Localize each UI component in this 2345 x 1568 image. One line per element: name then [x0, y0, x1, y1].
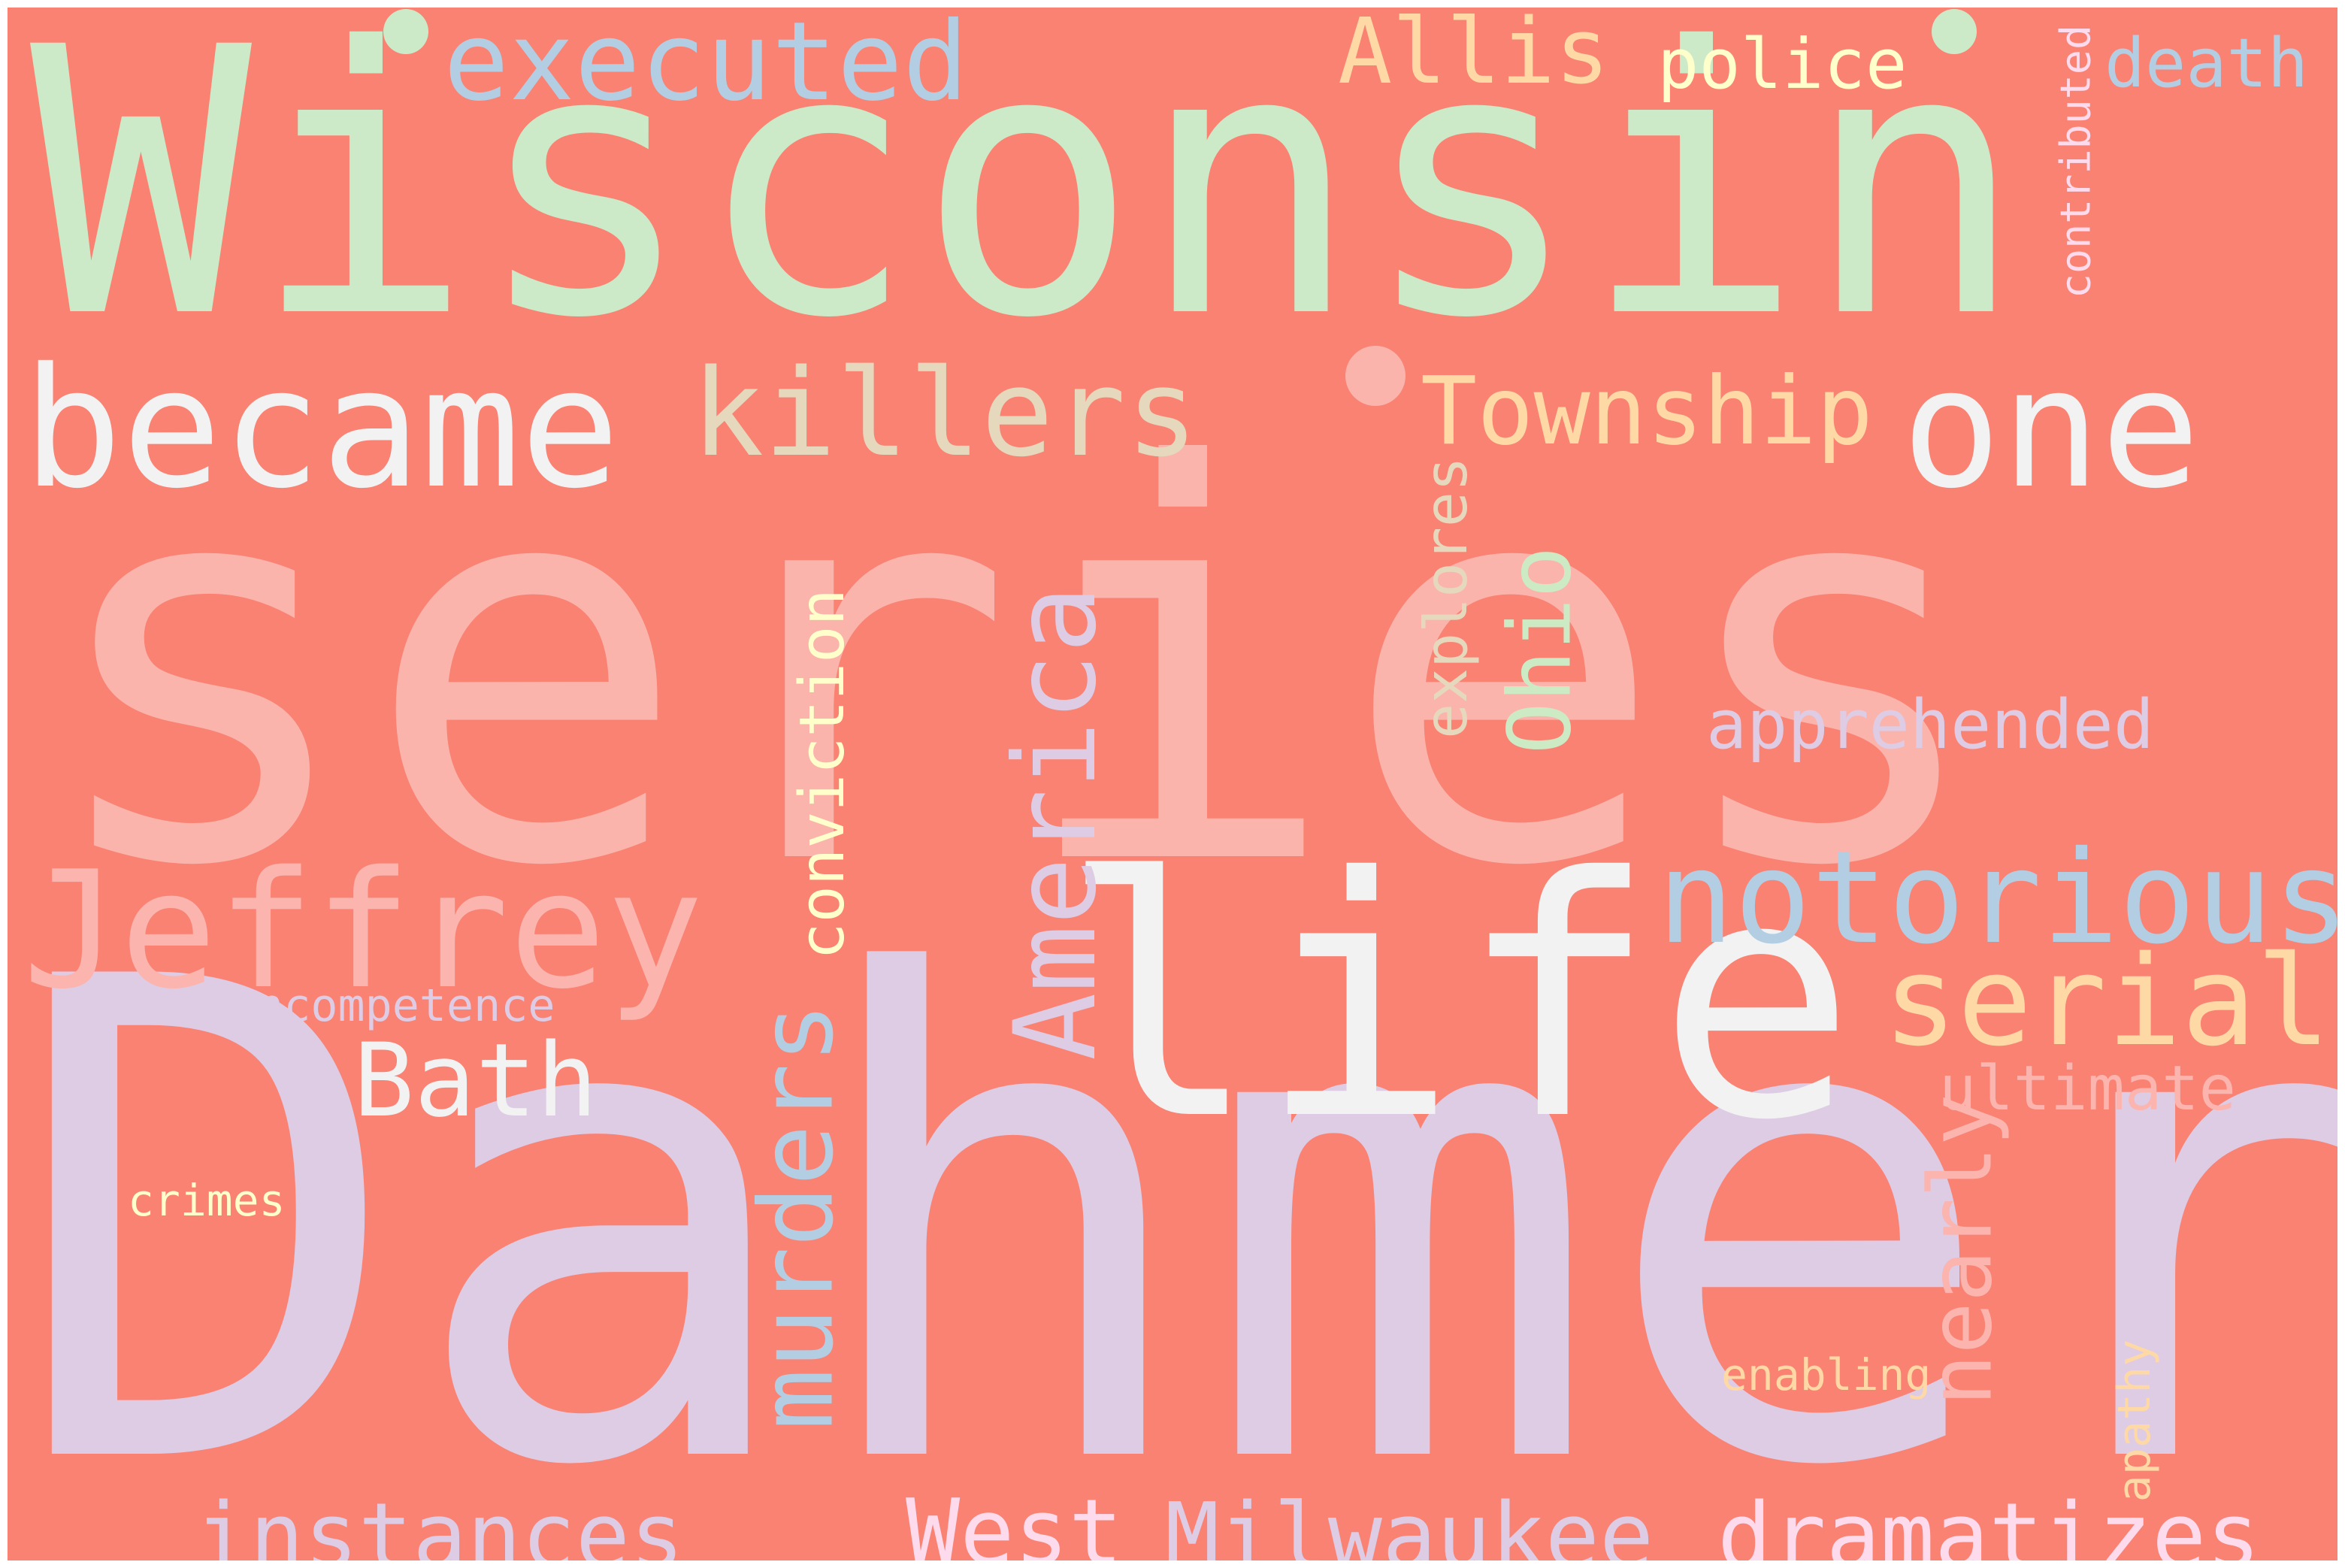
word-township: Township	[1421, 357, 1874, 466]
word-ultimate: ultimate	[1939, 1053, 2236, 1125]
word-police: police	[1657, 24, 1908, 104]
letter-dot-i-1	[383, 9, 428, 54]
word-america: America	[991, 585, 1121, 1061]
word-incompetence: incompetence	[229, 979, 555, 1032]
letter-dot-i-3	[1345, 346, 1405, 406]
word-dramatizes: dramatizes	[1717, 1485, 2261, 1561]
word-bath: Bath	[353, 1022, 598, 1140]
word-serial: serial	[1883, 929, 2331, 1073]
letter-dot-i-2	[1932, 9, 1977, 54]
word-jeffrey: Jeffrey	[23, 836, 704, 1025]
word-milwaukee: Milwaukee	[1165, 1485, 1654, 1561]
word-series: series	[38, 354, 1992, 984]
word-murders: murders	[737, 1002, 856, 1430]
word-dahmer: Dahmer	[8, 840, 2337, 1560]
word-explores: explores	[1413, 456, 1481, 739]
word-notorious: notorious	[1657, 824, 2337, 973]
word-contributed: contributed	[2051, 24, 2100, 299]
word-death: death	[2104, 24, 2308, 103]
word-executed: executed	[443, 8, 969, 126]
word-became: became	[23, 332, 620, 525]
word-allis: Allis	[1338, 8, 1610, 104]
word-conviction: conviction	[787, 589, 858, 960]
word-apathy: apathy	[2108, 1339, 2161, 1503]
word-wisconsin: Wisconsin	[30, 8, 2026, 398]
word-apprehended: apprehended	[1706, 686, 2155, 764]
word-life: life	[1060, 807, 1856, 1192]
word-cloud-background: Wisconsin series Dahmer life became kill…	[8, 8, 2337, 1560]
word-nearly: nearly	[1911, 1094, 2012, 1406]
word-killers: killers	[691, 343, 1199, 483]
word-enabling: enabling	[1721, 1349, 1932, 1400]
word-ohio: Ohio	[1490, 546, 1591, 755]
word-west: West	[906, 1481, 1123, 1561]
word-instances: instances	[195, 1485, 685, 1561]
word-one: one	[1902, 332, 2201, 525]
word-crimes: crimes	[128, 1175, 286, 1226]
